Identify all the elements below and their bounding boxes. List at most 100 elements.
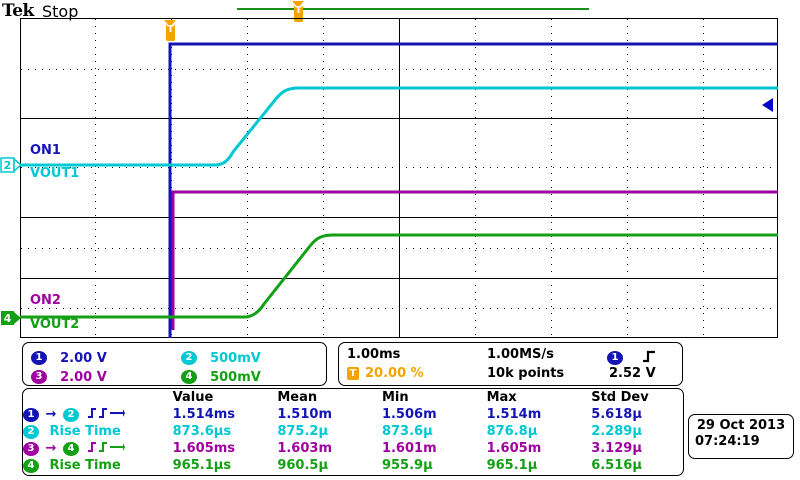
measurement-stddev: 3.129µ xyxy=(591,441,642,456)
measurement-min: 873.6µ xyxy=(381,424,433,439)
rising-edge-icon xyxy=(642,348,656,367)
delay-rise-rise-icon xyxy=(87,406,125,423)
trace-ch2-vout1 xyxy=(20,86,778,167)
table-row[interactable]: 4 Rise Time 965.1µs 960.5µ 955.9µ 965.1µ… xyxy=(23,457,683,474)
record-length: 10k points xyxy=(487,366,565,381)
measurement-value: 1.514ms xyxy=(172,407,236,422)
main-trigger-marker[interactable]: T xyxy=(164,20,177,42)
gridline-v1 xyxy=(95,19,96,337)
horizontal-trigger-panel[interactable]: 1.00ms T 20.00 % 1.00MS/s 10k points 1 2… xyxy=(338,342,683,386)
trigger-marker-label: T xyxy=(167,24,174,35)
measurement-mean: 875.2µ xyxy=(277,424,329,439)
table-row[interactable]: 2 Rise Time 873.6µs 875.2µ 873.6µ 876.8µ… xyxy=(23,423,683,440)
channel-3-badge: 3 xyxy=(31,369,47,384)
waveform-label-vout2: VOUT2 xyxy=(30,317,80,332)
trigger-position-percent: 20.00 % xyxy=(365,366,424,381)
table-header-row: Value Mean Min Max Std Dev xyxy=(23,389,683,406)
measurement-src-badge: 1 xyxy=(23,407,39,422)
measurement-src-badge: 3 xyxy=(23,441,39,456)
measurement-dst-badge: 2 xyxy=(62,407,79,422)
measurement-value: 873.6µs xyxy=(172,424,232,439)
table-row[interactable]: 3 → 4 1.605ms 1.603m 1.601m 1.605m 3.129… xyxy=(23,440,683,457)
trace-ch1-on1 xyxy=(168,42,778,338)
sample-rate: 1.00MS/s xyxy=(487,347,554,362)
trigger-level-arrow-icon[interactable] xyxy=(762,98,773,112)
gridline-h-l3 xyxy=(21,308,777,309)
measurement-max: 1.605m xyxy=(486,441,542,456)
measurement-mean: 1.510m xyxy=(277,407,332,422)
column-header-mean: Mean xyxy=(277,390,318,405)
measurement-stddev: 5.618µ xyxy=(591,407,642,422)
center-tick-row-upper xyxy=(21,118,777,119)
trace-ch3-on2 xyxy=(171,190,778,330)
measurement-max: 1.514m xyxy=(486,407,542,422)
trigger-source-group[interactable]: 1 xyxy=(607,347,656,367)
delay-rise-rise-icon xyxy=(87,440,125,457)
gridline-v3 xyxy=(247,19,248,337)
trigger-marker-triangle xyxy=(164,20,176,27)
waveform-label-vout1: VOUT1 xyxy=(30,166,80,181)
measurement-label: Rise Time xyxy=(49,424,121,439)
measurement-type-delay-3-4[interactable]: 3 → 4 xyxy=(23,440,173,457)
measurement-src-badge: 2 xyxy=(23,424,39,439)
gridline-v8 xyxy=(627,19,628,337)
channel-2-badge: 2 xyxy=(181,350,197,365)
measurement-value: 965.1µs xyxy=(172,458,232,473)
acquisition-state: Stop xyxy=(42,2,79,21)
measurement-max: 876.8µ xyxy=(486,424,538,439)
channel-1-badge: 1 xyxy=(31,350,47,365)
trigger-marker-body xyxy=(166,25,175,41)
center-tick-row-lower xyxy=(21,278,777,279)
channel-3-scale: 2.00 V xyxy=(60,370,107,385)
table-row[interactable]: 1 → 2 1.514ms 1.510m 1.506m 1.514m 5.618… xyxy=(23,406,683,423)
measurement-src-badge: 4 xyxy=(23,458,39,473)
measurement-type-rise-time-4[interactable]: 4 Rise Time xyxy=(23,457,173,474)
channel-2-scale: 500mV xyxy=(210,351,261,366)
window-divider xyxy=(20,217,778,218)
gridline-h-u1 xyxy=(21,69,777,70)
measurement-type-rise-time-2[interactable]: 2 Rise Time xyxy=(23,423,173,440)
measurement-stddev: 2.289µ xyxy=(591,424,642,439)
channel-4-position-marker[interactable]: 4 xyxy=(0,310,22,326)
trigger-marker-body xyxy=(294,6,303,22)
gridline-v7 xyxy=(551,19,552,337)
vsetting-ch3[interactable]: 3 2.00 V xyxy=(31,366,107,385)
vertical-settings-panel[interactable]: 1 2.00 V 3 2.00 V 2 500mV 4 500mV xyxy=(22,342,327,386)
gridline-v-center xyxy=(399,19,400,337)
measurement-type-delay-1-2[interactable]: 1 → 2 xyxy=(23,406,173,423)
channel-4-scale: 500mV xyxy=(210,370,261,385)
measurement-value: 1.605ms xyxy=(172,441,236,456)
measurement-table: Value Mean Min Max Std Dev 1 → 2 xyxy=(23,389,683,474)
zoom-window-bar[interactable] xyxy=(237,8,589,10)
datetime-panel: 29 Oct 2013 07:24:19 xyxy=(688,414,794,459)
svg-text:2: 2 xyxy=(4,159,12,172)
trace-ch4-vout2 xyxy=(20,233,778,319)
channel-2-position-marker[interactable]: 2 xyxy=(0,157,23,173)
measurement-panel[interactable]: Value Mean Min Max Std Dev 1 → 2 xyxy=(22,388,684,476)
gridline-h-u3 xyxy=(21,167,777,168)
zoom-trigger-marker[interactable]: T xyxy=(292,1,305,23)
vsetting-ch1[interactable]: 1 2.00 V xyxy=(31,347,107,366)
arrow-icon: → xyxy=(45,407,57,422)
trigger-position-icon: T xyxy=(347,367,359,380)
trigger-level: 2.52 V xyxy=(609,366,656,381)
channel-1-scale: 2.00 V xyxy=(60,351,107,366)
gridline-v6 xyxy=(475,19,476,337)
measurement-max: 965.1µ xyxy=(486,458,538,473)
measurement-min: 1.601m xyxy=(381,441,437,456)
gridline-v9 xyxy=(703,19,704,337)
measurement-stddev: 6.516µ xyxy=(591,458,642,473)
column-header-value: Value xyxy=(172,390,214,405)
arrow-icon: → xyxy=(45,441,57,456)
vsetting-ch4[interactable]: 4 500mV xyxy=(181,366,261,385)
trigger-source-badge: 1 xyxy=(607,350,623,365)
vsetting-ch2[interactable]: 2 500mV xyxy=(181,347,261,366)
column-header-min: Min xyxy=(381,390,409,405)
column-header-max: Max xyxy=(486,390,517,405)
measurement-label: Rise Time xyxy=(49,458,121,473)
svg-text:4: 4 xyxy=(4,312,12,325)
time-text: 07:24:19 xyxy=(695,434,760,449)
tek-logo: Tek xyxy=(2,1,34,21)
trigger-marker-triangle xyxy=(292,1,304,8)
measurement-min: 955.9µ xyxy=(381,458,433,473)
